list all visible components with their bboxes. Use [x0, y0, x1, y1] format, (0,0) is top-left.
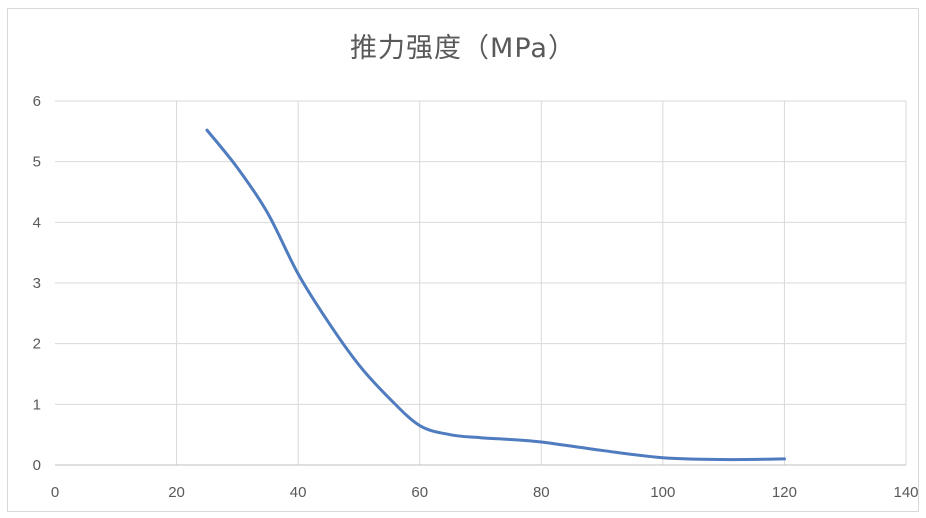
- series-line: [205, 128, 786, 462]
- y-tick-labels: 0 1 2 3 4 5 6: [33, 93, 41, 474]
- series-layer: [205, 128, 786, 462]
- x-tick-labels: 0 20 40 60 80 100 120 140: [51, 484, 919, 501]
- x-tick-label: 120: [772, 484, 797, 501]
- x-tick-label: 80: [533, 484, 550, 501]
- x-tick-label: 60: [411, 484, 428, 501]
- y-tick-label: 4: [33, 214, 41, 231]
- y-tick-label: 0: [33, 457, 41, 474]
- y-tick-label: 3: [33, 275, 41, 292]
- chart-title: 推力强度（MPa）: [350, 33, 576, 64]
- x-tick-label: 40: [290, 484, 307, 501]
- y-tick-label: 5: [33, 154, 41, 171]
- x-tick-label: 20: [168, 484, 185, 501]
- x-tick-label: 0: [51, 484, 59, 501]
- y-tick-label: 6: [33, 93, 41, 110]
- horizontal-gridlines: [55, 100, 906, 405]
- x-tick-label: 140: [893, 484, 918, 501]
- y-tick-label: 2: [33, 336, 41, 353]
- chart-frame: [7, 8, 919, 512]
- x-tick-label: 100: [650, 484, 675, 501]
- y-tick-label: 1: [33, 396, 41, 413]
